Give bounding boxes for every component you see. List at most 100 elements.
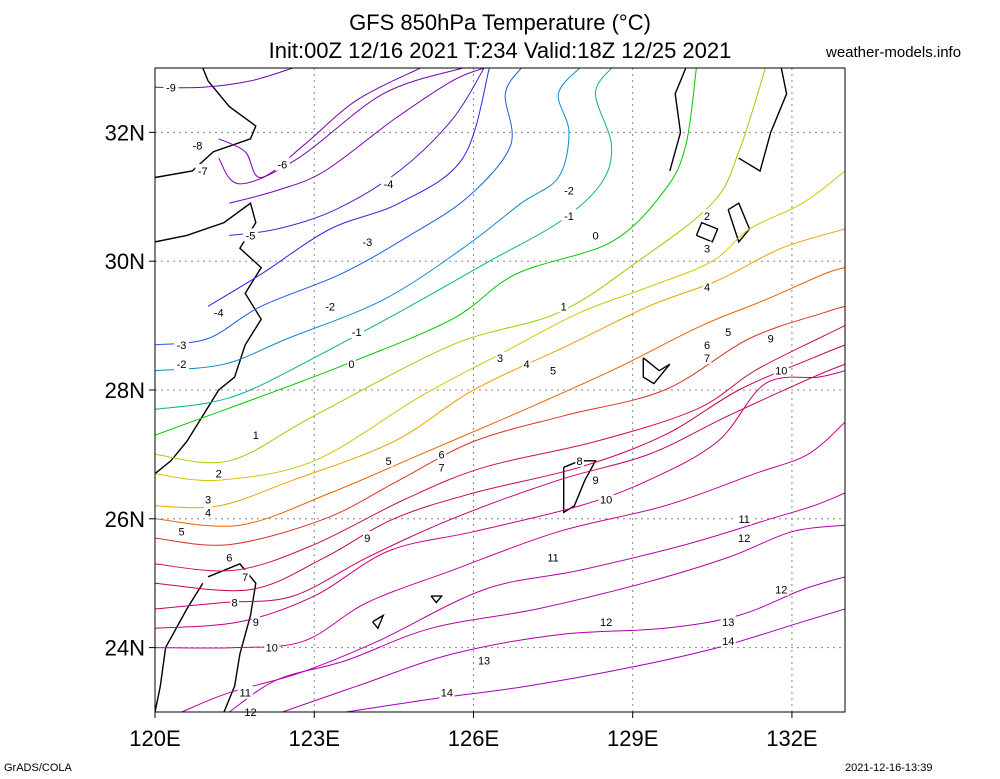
contour-label-bg (322, 299, 338, 313)
contour-line (218, 68, 463, 185)
contour-line (155, 325, 845, 572)
contour-label: 11 (547, 552, 558, 564)
contour-line (229, 68, 485, 204)
coastline (738, 68, 788, 173)
contour-label-bg (214, 466, 223, 480)
contour-label-bg (240, 569, 250, 583)
contour-label: 14 (722, 636, 734, 648)
contour-label-bg (720, 614, 736, 628)
contour-label-bg (230, 595, 239, 609)
contour-label: 12 (244, 707, 256, 719)
coastline (155, 202, 263, 475)
contour-label: 4 (205, 507, 211, 519)
contour-label: 10 (775, 366, 787, 378)
coastline (563, 460, 597, 514)
axis-ticks: 120E 123E 126E 129E 132E 24N 26N 28N 30N 32N (105, 120, 818, 751)
contour-label: -2 (177, 359, 187, 371)
contour-label-bg (439, 685, 455, 699)
x-tick-label: 120E (129, 726, 180, 751)
contour-label: 5 (178, 527, 184, 539)
contour-label: 1 (253, 430, 259, 442)
contour-line (155, 68, 613, 410)
contour-label: -8 (193, 140, 203, 152)
contour-line (229, 68, 485, 236)
contour-label: 9 (253, 617, 259, 629)
contour-label: -7 (198, 166, 208, 178)
contour-label: 4 (704, 282, 710, 294)
contour-label-bg (177, 524, 186, 538)
brand-label: weather-models.info (826, 44, 962, 61)
contour-line (155, 68, 522, 346)
contour-label-bg (211, 305, 227, 319)
y-tick-label: 30N (105, 249, 145, 274)
coastline (372, 613, 385, 630)
contour-line (155, 68, 697, 436)
contour-label-bg (591, 228, 600, 242)
contour-line (155, 68, 766, 464)
contour-label: 7 (439, 462, 445, 474)
contour-label-bg (561, 209, 577, 223)
contour-label: 4 (523, 359, 529, 371)
contour-label: 5 (725, 327, 731, 339)
contour-label-bg (548, 363, 558, 377)
contour-label-bg (251, 428, 261, 442)
contour-label-bg (437, 460, 446, 474)
contour-line (346, 608, 845, 712)
contour-label-bg (723, 325, 733, 339)
contour-label-bg (702, 241, 712, 255)
contour-line (155, 363, 845, 610)
contour-label-bg (522, 357, 531, 371)
contour-label: -4 (214, 308, 224, 320)
x-tick-label: 126E (448, 726, 499, 751)
contour-label-bg (559, 299, 568, 313)
contour-label: -3 (177, 340, 187, 352)
contour-line (282, 576, 845, 712)
contour-label: -1 (564, 211, 574, 223)
contour-label: 9 (768, 333, 774, 345)
contour-label-bg (225, 550, 234, 564)
contour-label-bg (702, 209, 712, 223)
contour-label-bg (251, 614, 261, 628)
contour-label-bg (591, 473, 600, 487)
coastline (430, 595, 444, 604)
contour-label: -4 (384, 179, 394, 191)
contour-label-bg (384, 453, 393, 467)
contour-label-bg (243, 228, 259, 242)
contour-label-bg (720, 634, 736, 648)
contour-label: 6 (704, 340, 710, 352)
contour-label-bg (736, 531, 752, 545)
contour-label: -2 (325, 301, 335, 313)
contour-label-bg (766, 331, 775, 345)
contour-label: -2 (564, 185, 574, 197)
y-tick-label: 32N (105, 120, 145, 145)
contour-label-bg (545, 550, 561, 564)
contour-label-bg (189, 138, 205, 152)
contour-labels: -9-8-7-6-5-4-4-3-3-2-2-2-1-1001122333444… (163, 80, 789, 719)
contour-label: 11 (240, 688, 251, 700)
x-tick-label: 123E (289, 726, 340, 751)
contour-label-bg (702, 279, 712, 293)
contour-line (218, 68, 421, 179)
contour-label: 3 (205, 494, 211, 506)
contour-label: -1 (352, 327, 362, 339)
contour-label-bg (561, 183, 577, 197)
x-tick-label: 129E (607, 726, 658, 751)
timestamp-label: 2021-12-16-13:39 (845, 762, 933, 774)
contour-label: 7 (704, 353, 710, 365)
contour-label-bg (702, 350, 712, 364)
contour-line (155, 170, 845, 482)
contour-label-bg (736, 511, 752, 525)
contour-label: 3 (497, 353, 503, 365)
contour-label: 7 (242, 572, 248, 584)
y-tick-label: 26N (105, 507, 145, 532)
contour-label-bg (237, 685, 253, 699)
contour-label: 10 (266, 643, 278, 655)
contour-label-bg (174, 337, 190, 351)
contour-label: 8 (577, 456, 583, 468)
contour-label: 6 (439, 449, 445, 461)
contour-label: -5 (246, 230, 256, 242)
coastline (642, 357, 671, 385)
contour-label-bg (195, 164, 211, 178)
contour-label: 2 (216, 469, 222, 481)
